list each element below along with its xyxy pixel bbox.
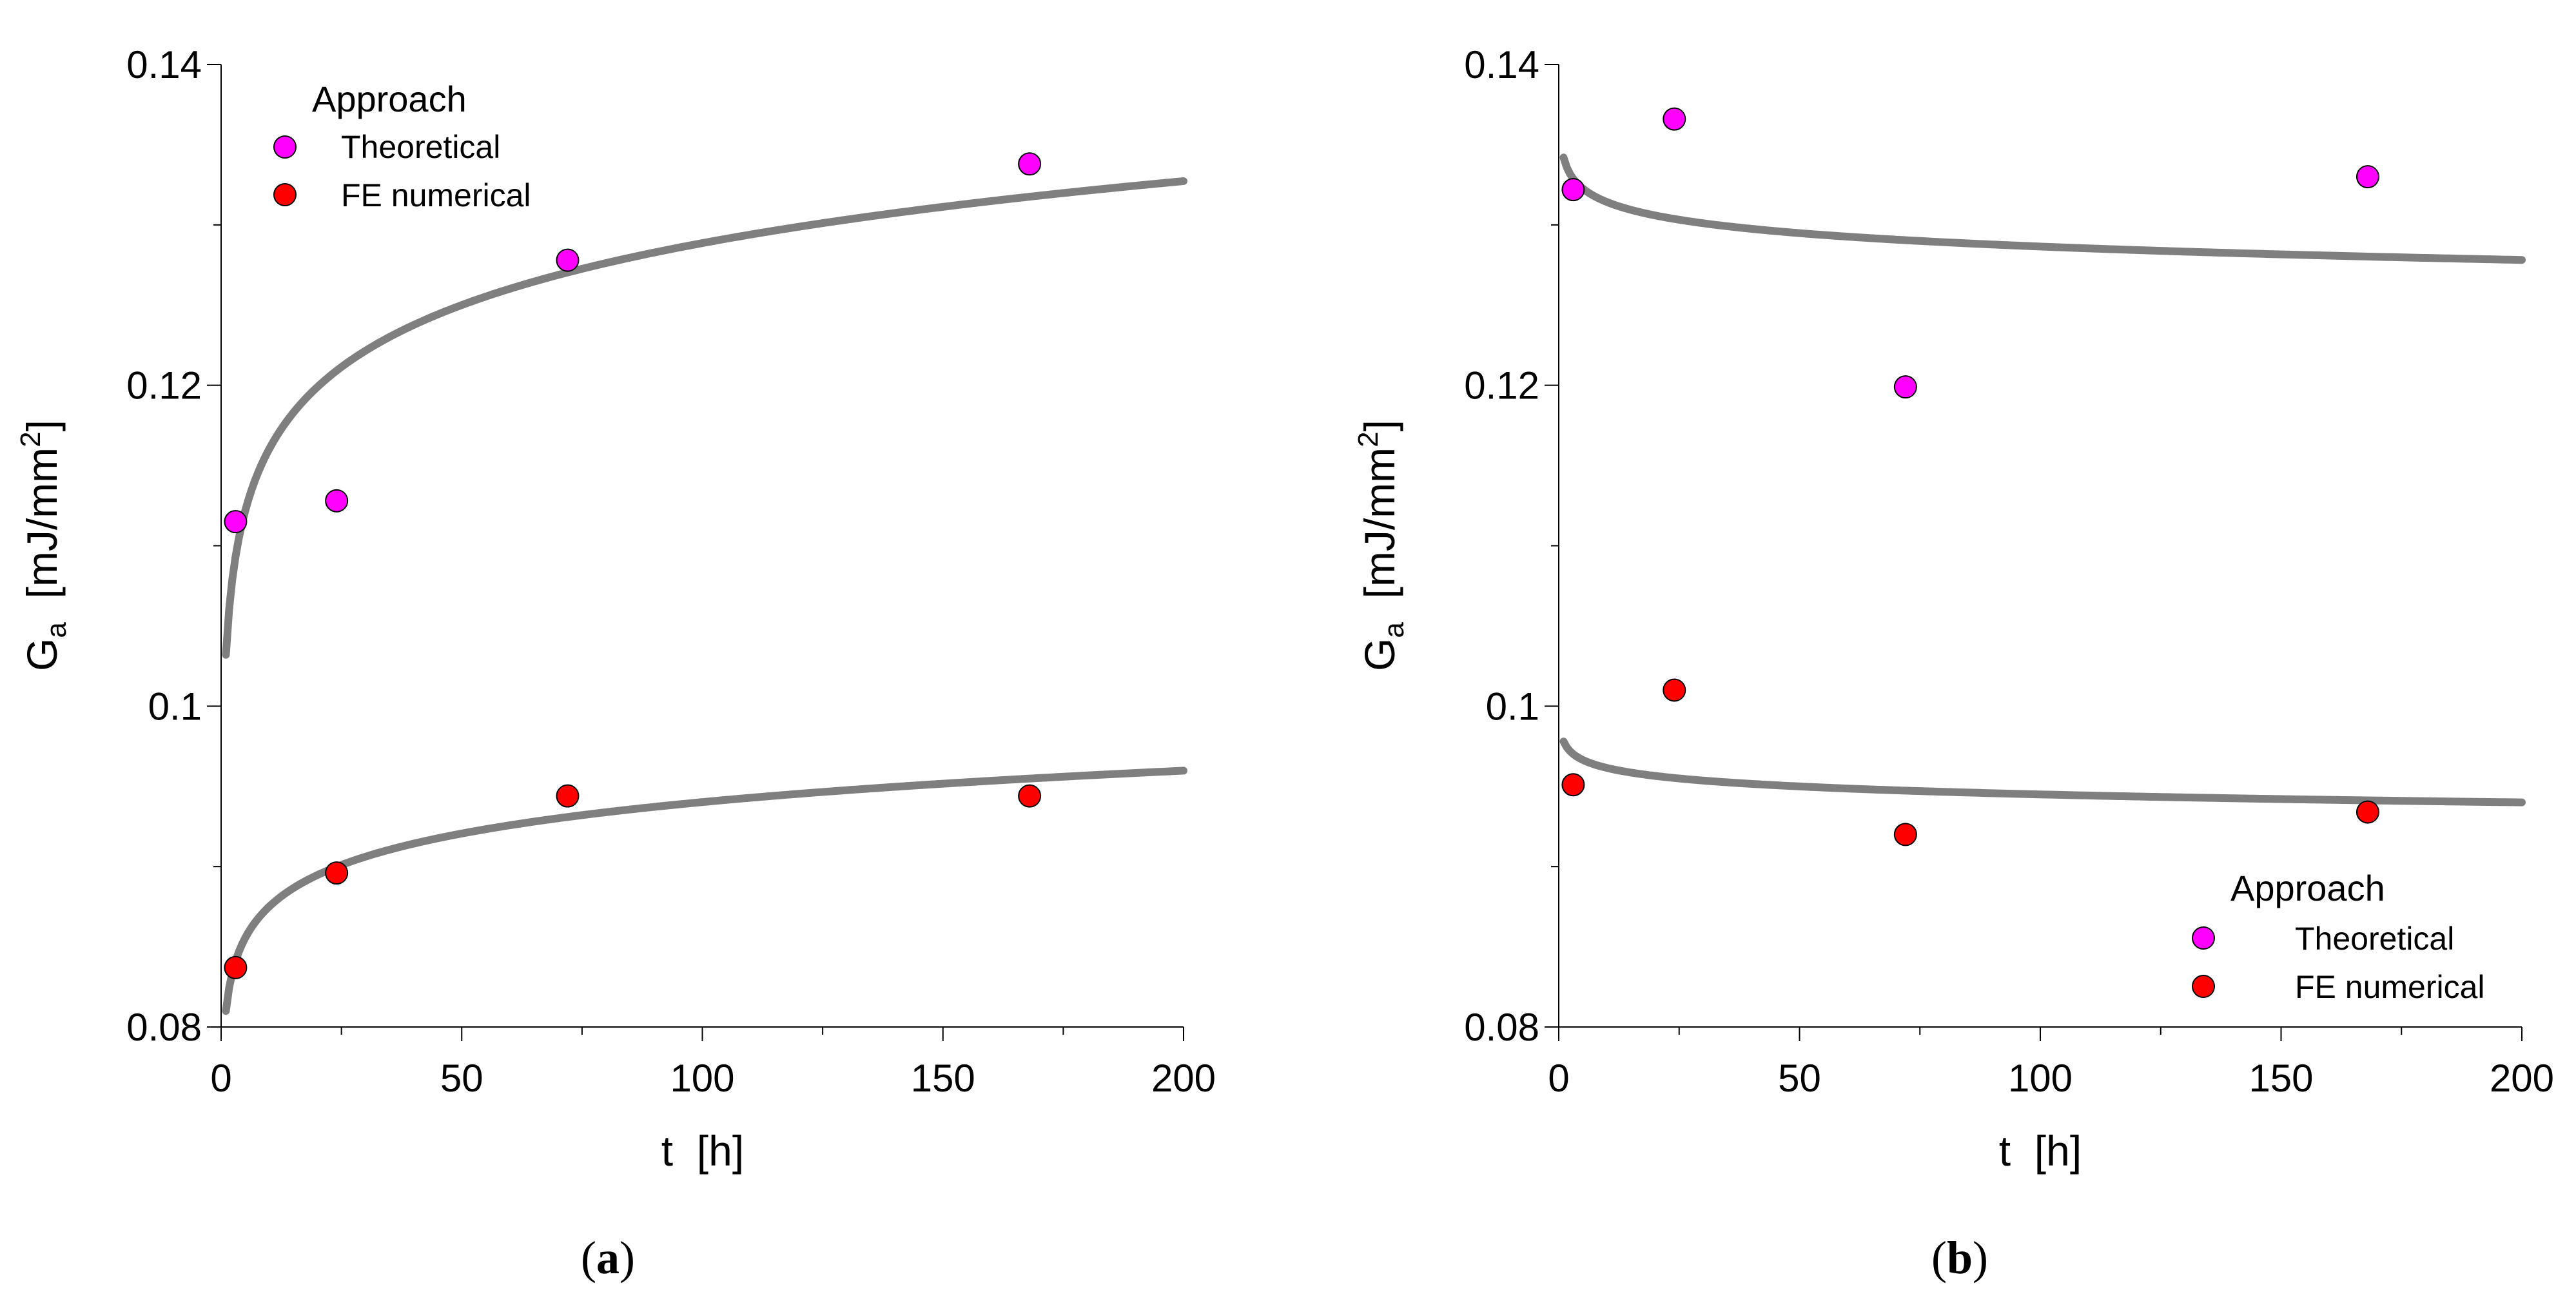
data-point-theoretical: [224, 510, 248, 534]
y-ticks: 0.08 0.1 0.12 0.14: [1464, 43, 1559, 1049]
data-point-fe-numerical: [224, 955, 248, 979]
y-axis-title-main: G: [1356, 638, 1403, 671]
data-point-fe-numerical: [556, 784, 580, 808]
fit-curves: [1559, 153, 2526, 807]
data-point-theoretical: [1018, 152, 1042, 176]
x-tick-label: 200: [2490, 1057, 2554, 1100]
legend-title: Approach: [2230, 868, 2385, 908]
x-tick-label: 150: [911, 1057, 975, 1100]
x-tick-label: 100: [2008, 1057, 2073, 1100]
data-point-fe-numerical: [1893, 823, 1917, 846]
x-tick-label: 150: [2249, 1057, 2313, 1100]
data-point-theoretical: [1561, 178, 1585, 202]
y-tick-label: 0.12: [126, 364, 202, 407]
legend-label-theoretical: Theoretical: [341, 129, 500, 165]
legend-marker-fe-numerical: [2192, 975, 2215, 998]
legend-marker-fe-numerical: [273, 183, 297, 206]
x-tick-label: 50: [440, 1057, 483, 1100]
y-tick-label: 0.14: [126, 43, 202, 86]
y-axis-title-unit: [mJ/mm: [18, 447, 66, 622]
y-axis-title: Ga [mJ/mm2]: [15, 420, 72, 671]
data-point-fe-numerical: [325, 861, 349, 885]
panel-label-open: (: [1931, 1232, 1947, 1284]
legend-title: Approach: [312, 79, 467, 119]
x-tick-label: 0: [1548, 1057, 1569, 1100]
panel-label-open: (: [581, 1232, 596, 1284]
legend-marker-theoretical: [273, 135, 297, 159]
fit-curve-theoretical-fit: [222, 177, 1187, 659]
y-tick-label: 0.14: [1464, 43, 1539, 86]
data-point-theoretical: [1893, 375, 1917, 399]
fit-curves: [222, 177, 1187, 1015]
fit-curve-fe-numerical-fit: [222, 767, 1187, 1015]
legend: Approach Theoretical FE numerical: [2192, 868, 2485, 1005]
y-tick-label: 0.1: [148, 685, 202, 728]
legend-label-fe-numerical: FE numerical: [2295, 969, 2485, 1005]
chart-panel-b: 0.08 0.1 0.12 0.14 0 50 100 150 200 t [h] Ga [m…: [1352, 43, 2554, 1284]
x-tick-label: 200: [1151, 1057, 1216, 1100]
y-axis-title-main: G: [18, 638, 66, 671]
legend-label-theoretical: Theoretical: [2295, 921, 2454, 957]
panel-label-letter: a: [596, 1232, 620, 1284]
x-axis-title: t [h]: [661, 1127, 744, 1175]
x-ticks: 0 50 100 150 200: [210, 1027, 1216, 1100]
y-tick-label: 0.12: [1464, 364, 1539, 407]
panel-label-close: ): [1973, 1232, 1988, 1284]
legend: Approach Theoretical FE numerical: [273, 79, 531, 213]
fit-curve-theoretical-fit: [1559, 153, 2526, 264]
data-point-fe-numerical: [1663, 678, 1686, 702]
y-axis-title-close: ]: [18, 420, 66, 431]
y-axis-title-unit: [mJ/mm: [1356, 447, 1403, 622]
fit-curve-fe-numerical-fit: [1559, 738, 2526, 807]
y-axis-title-close: ]: [1356, 420, 1403, 431]
data-point-theoretical: [325, 489, 349, 513]
y-ticks: 0.08 0.1 0.12 0.14: [126, 43, 221, 1049]
panel-label-b: (b): [1931, 1232, 1988, 1284]
panel-label-letter: b: [1947, 1232, 1973, 1284]
chart-panel-a: 0.08 0.1 0.12 0.14 0 50 100 150 200 t [h] Ga [m…: [15, 43, 1216, 1284]
data-point-theoretical: [2356, 165, 2379, 189]
legend-marker-theoretical: [2192, 926, 2215, 950]
y-tick-label: 0.08: [126, 1006, 202, 1049]
x-ticks: 0 50 100 150 200: [1548, 1027, 2554, 1100]
panel-label-close: ): [620, 1232, 635, 1284]
y-axis-title-subscript: a: [1378, 622, 1410, 638]
x-tick-label: 50: [1778, 1057, 1821, 1100]
y-axis-title-superscript: 2: [15, 431, 46, 447]
x-tick-label: 100: [670, 1057, 734, 1100]
data-point-fe-numerical: [1018, 784, 1042, 808]
data-points: [1561, 107, 2379, 846]
y-axis-title-subscript: a: [41, 622, 72, 638]
y-axis-title-superscript: 2: [1352, 431, 1384, 447]
y-axis-title: Ga [mJ/mm2]: [1352, 420, 1410, 671]
legend-label-fe-numerical: FE numerical: [341, 177, 531, 213]
data-point-fe-numerical: [2356, 800, 2379, 824]
data-points: [224, 152, 1042, 979]
data-point-theoretical: [556, 248, 580, 272]
y-tick-label: 0.08: [1464, 1006, 1539, 1049]
panel-label-a: (a): [581, 1232, 635, 1284]
y-tick-label: 0.1: [1486, 685, 1539, 728]
x-tick-label: 0: [210, 1057, 231, 1100]
data-point-theoretical: [1663, 107, 1686, 131]
x-axis-title: t [h]: [1999, 1127, 2082, 1175]
data-point-fe-numerical: [1561, 773, 1585, 797]
